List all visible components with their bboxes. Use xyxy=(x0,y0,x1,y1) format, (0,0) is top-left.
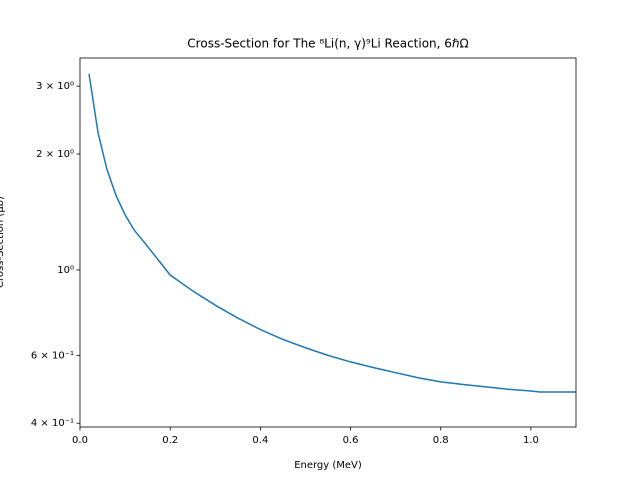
y-tick-label: 10⁰ xyxy=(57,265,74,276)
line xyxy=(88,73,576,393)
x-tick-label: 0.0 xyxy=(72,435,88,446)
x-tick-label: 0.2 xyxy=(162,435,178,446)
x-axis-label: Energy (MeV) xyxy=(294,460,362,471)
x-tick-label: 0.6 xyxy=(343,435,359,446)
plot-frame xyxy=(79,57,577,428)
chart-title: Cross-Section for The ⁸Li(n, γ)⁹Li React… xyxy=(187,37,468,51)
y-tick-label: 3 × 10⁰ xyxy=(36,81,74,92)
y-tick-label: 4 × 10⁻¹ xyxy=(31,418,74,429)
y-axis-label: Cross-Section (μb) xyxy=(0,196,6,288)
x-tick-label: 0.8 xyxy=(433,435,449,446)
y-tick-label: 2 × 10⁰ xyxy=(36,149,74,160)
x-tick-label: 0.4 xyxy=(252,435,268,446)
x-tick-label: 1.0 xyxy=(523,435,539,446)
y-tick-label: 6 × 10⁻¹ xyxy=(31,350,74,361)
